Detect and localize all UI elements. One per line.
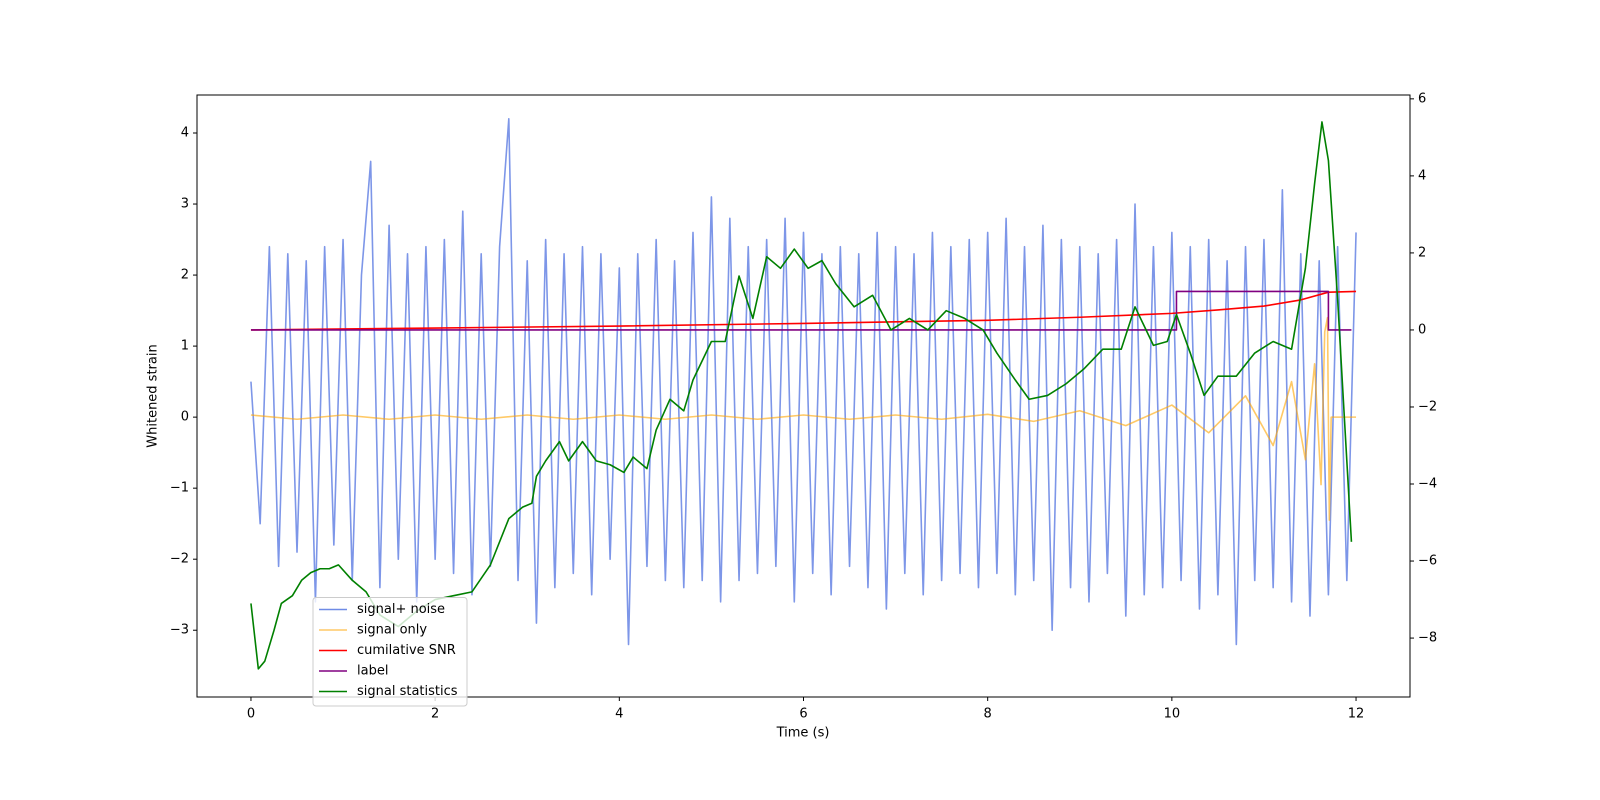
y2-tick-label: −8 [1418,631,1437,646]
series-line [250,316,1357,521]
legend-label: cumilative SNR [357,643,456,658]
y-axis-label: Whitened strain [146,344,161,447]
x-tick-label: 0 [247,707,255,722]
series-line [250,290,1357,331]
y2-tick-label: 4 [1418,168,1426,183]
legend: signal+ noise signal only cumilative SNR la… [312,597,468,707]
y2-tick-label: −6 [1418,554,1437,569]
y-tick-label: 1 [181,339,189,354]
y2-tick-label: −2 [1418,399,1437,414]
series-line [250,290,1352,331]
legend-label: label [357,664,388,679]
plot-area [250,118,1357,670]
x-tick-label: 6 [799,707,807,722]
y-tick-label: −2 [170,552,189,567]
x-tick-label: 4 [615,707,623,722]
legend-box [312,597,468,707]
series-line [250,118,1357,646]
y-tick-label: 4 [181,126,189,141]
y2-tick-label: 0 [1418,322,1426,337]
x-tick-label: 10 [1164,707,1181,722]
y-tick-label: 2 [181,268,189,283]
legend-label: signal+ noise [357,602,445,617]
x-tick-label: 12 [1348,707,1365,722]
legend-label: signal only [357,623,427,638]
y2-tick-label: −4 [1418,477,1437,492]
y-tick-label: −1 [170,481,189,496]
x-axis-label: Time (s) [776,726,830,741]
y2-tick-label: 2 [1418,245,1426,260]
legend-label: signal statistics [357,684,458,699]
x-tick-label: 2 [431,707,439,722]
y-tick-label: −3 [170,623,189,638]
x-tick-label: 8 [984,707,992,722]
y2-tick-label: 6 [1418,91,1426,106]
y-tick-label: 0 [181,410,189,425]
y-tick-label: 3 [181,197,189,212]
